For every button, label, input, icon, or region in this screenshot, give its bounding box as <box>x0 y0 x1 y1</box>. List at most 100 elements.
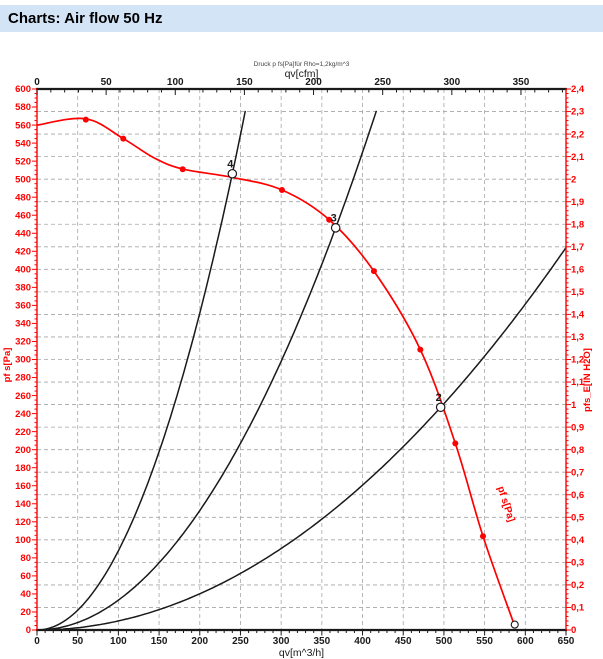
bottom-tick-label: 350 <box>314 636 331 647</box>
right-tick-label: 2,4 <box>571 84 585 95</box>
left-tick-label: 500 <box>15 174 31 185</box>
left-tick-label: 520 <box>15 156 31 167</box>
system-curve-4 <box>36 110 247 631</box>
left-tick-label: 200 <box>15 445 31 456</box>
fan-curve-point <box>326 216 333 223</box>
operating-point-label-4: 4 <box>227 158 234 170</box>
left-tick-label: 240 <box>15 409 31 420</box>
bottom-tick-label: 150 <box>151 636 168 647</box>
operating-point-label-2: 2 <box>436 392 442 404</box>
left-tick-label: 560 <box>15 120 31 131</box>
right-tick-label: 1,2 <box>571 355 584 366</box>
left-tick-label: 160 <box>15 481 31 492</box>
operating-points: 4 3 2 <box>227 158 446 413</box>
right-tick-label: 0,6 <box>571 490 584 501</box>
bottom-tick-label: 0 <box>34 636 40 647</box>
right-tick-label: 2,2 <box>571 129 584 140</box>
right-tick-label: 0,1 <box>571 603 585 614</box>
chart-note: Druck p fs[Pa]für Rho=1,2kg/m^3 <box>254 61 350 68</box>
right-tick-label: 2 <box>571 174 576 185</box>
left-tick-label: 380 <box>15 283 31 294</box>
bottom-tick-label: 500 <box>436 636 453 647</box>
left-tick-label: 140 <box>15 499 31 510</box>
bottom-tick-label: 300 <box>273 636 290 647</box>
left-tick-label: 220 <box>15 427 31 438</box>
left-tick-label: 80 <box>20 553 31 564</box>
bottom-tick-label: 650 <box>558 636 575 647</box>
left-tick-label: 420 <box>15 247 31 258</box>
fan-curve-point <box>120 135 127 142</box>
bottom-axis-title: qv[m^3/h] <box>279 647 324 659</box>
left-tick-label: 60 <box>20 571 31 582</box>
fan-curve-point <box>417 346 424 353</box>
operating-point-2 <box>435 402 446 413</box>
left-tick-label: 280 <box>15 373 31 384</box>
left-tick-label: 580 <box>15 102 31 113</box>
bottom-tick-label: 250 <box>232 636 249 647</box>
left-tick-label: 480 <box>15 192 31 203</box>
left-tick-label: 320 <box>15 337 31 348</box>
left-tick-label: 440 <box>15 228 31 239</box>
left-tick-label: 20 <box>20 607 31 618</box>
system-curve-2 <box>37 247 567 631</box>
left-tick-label: 180 <box>15 463 31 474</box>
left-tick-label: 400 <box>15 265 31 276</box>
top-axis-title: qv[cfm] <box>285 68 319 80</box>
bottom-tick-label: 550 <box>476 636 493 647</box>
window-title-bar: Charts: Air flow 50 Hz <box>0 5 603 32</box>
right-axis: 0 0,1 0,2 0,3 0,4 0,5 0,6 0,7 0,8 0,9 1 1,1 1,2 1,3 1,… <box>566 84 593 636</box>
page-title: Charts: Air flow 50 Hz <box>8 10 163 27</box>
left-axis: 0 20 40 60 80 100 120 140 160 180 200 220 240 260 280 3… <box>2 84 37 636</box>
right-tick-label: 1 <box>571 400 577 411</box>
bottom-axis: 0 50 100 150 200 250 300 350 400 450 500 550 600 650 q… <box>34 630 575 659</box>
left-axis-title: pf s[Pa] <box>2 348 13 383</box>
operating-point-3 <box>330 223 341 233</box>
system-curves <box>36 110 567 631</box>
left-tick-label: 360 <box>15 301 31 312</box>
right-tick-label: 0,4 <box>571 535 585 546</box>
right-tick-label: 1,3 <box>571 332 584 343</box>
top-tick-label: 50 <box>101 77 113 88</box>
bottom-tick-label: 400 <box>354 636 371 647</box>
right-tick-label: 1,7 <box>571 242 584 253</box>
right-tick-label: 0,8 <box>571 445 584 456</box>
right-tick-label: 1,9 <box>571 197 584 208</box>
top-tick-label: 250 <box>374 77 391 88</box>
right-tick-label: 1,5 <box>571 287 585 298</box>
fan-curve-point <box>452 440 459 447</box>
operating-point-4 <box>227 168 238 179</box>
fan-curve-line <box>36 117 517 629</box>
fan-curve-inline-label: pf s[Pa] <box>495 485 517 523</box>
right-tick-label: 2,3 <box>571 107 584 118</box>
left-tick-label: 260 <box>15 391 31 402</box>
right-tick-label: 0 <box>571 625 576 636</box>
right-axis-title: pfs_E[IN H2O] <box>582 348 593 412</box>
right-tick-label: 2,1 <box>571 152 585 163</box>
operating-point-label-3: 3 <box>331 212 337 224</box>
right-tick-label: 0,9 <box>571 422 584 433</box>
right-tick-label: 1,6 <box>571 265 584 276</box>
fan-curve-point <box>278 186 285 193</box>
right-tick-label: 0,5 <box>571 512 585 523</box>
fan-curve-point <box>82 116 89 123</box>
left-tick-label: 460 <box>15 210 31 221</box>
left-tick-label: 100 <box>15 535 31 546</box>
fan-curve-point <box>370 268 377 275</box>
top-tick-label: 300 <box>443 77 460 88</box>
left-tick-label: 120 <box>15 517 31 528</box>
left-tick-label: 300 <box>15 355 31 366</box>
system-curve-3 <box>37 110 378 631</box>
fan-curve-point <box>479 533 486 540</box>
right-tick-label: 1,8 <box>571 219 584 230</box>
top-tick-label: 150 <box>236 77 253 88</box>
bottom-tick-label: 50 <box>72 636 84 647</box>
fan-curve-end-marker <box>510 620 519 629</box>
top-tick-label: 200 <box>305 77 322 88</box>
left-tick-label: 40 <box>20 589 31 600</box>
right-tick-label: 1,4 <box>571 310 585 321</box>
bottom-tick-label: 600 <box>517 636 534 647</box>
top-tick-label: 350 <box>513 77 530 88</box>
right-tick-label: 1,1 <box>571 377 585 388</box>
left-tick-label: 600 <box>15 84 31 95</box>
